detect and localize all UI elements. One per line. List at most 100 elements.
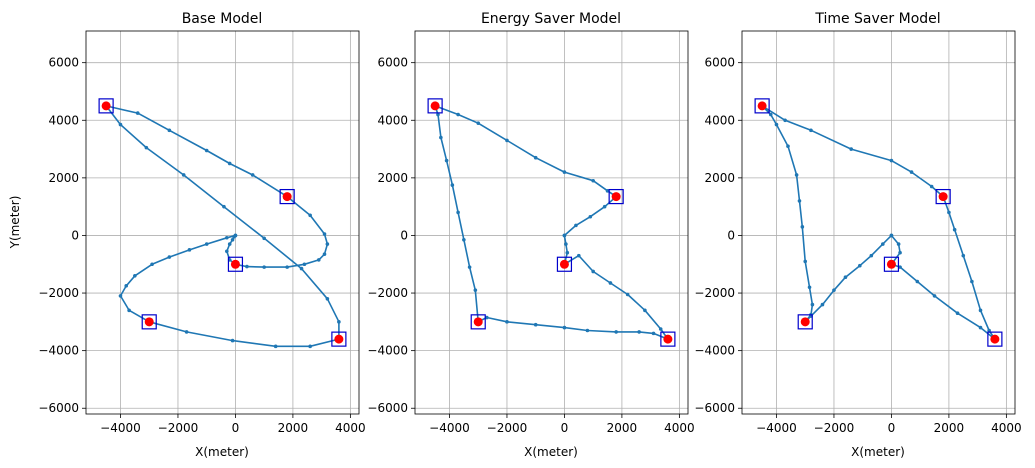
- subplot-title: Base Model: [182, 11, 263, 27]
- trajectory-point: [476, 121, 481, 125]
- waypoint-box: [754, 98, 770, 114]
- x-tick-label: 0: [888, 421, 896, 435]
- trajectory-point: [898, 265, 902, 269]
- waypoint-marker: [473, 317, 483, 327]
- trajectory-point: [602, 204, 607, 209]
- trajectory-point: [124, 284, 129, 288]
- trajectory-point: [316, 258, 321, 262]
- grid: [415, 31, 688, 414]
- x-tick-label: −4000: [429, 421, 470, 435]
- x-tick-label: −2000: [487, 421, 528, 435]
- trajectory-point: [225, 249, 229, 254]
- trajectory-point: [250, 173, 255, 177]
- y-tick-label: 4000: [48, 113, 79, 127]
- x-axis-label: X(meter): [524, 445, 578, 459]
- trajectory-point: [794, 173, 799, 177]
- waypoint-marker: [800, 317, 810, 327]
- y-tick-label: 4000: [377, 113, 408, 127]
- x-tick-label: 2000: [607, 421, 638, 435]
- trajectory-point: [947, 210, 951, 215]
- y-tick-label: 2000: [48, 171, 79, 185]
- trajectory-point: [439, 135, 443, 140]
- trajectory-point: [843, 275, 848, 280]
- trajectory-point: [786, 144, 790, 148]
- trajectory-point: [858, 263, 862, 268]
- trajectory-point: [881, 242, 885, 246]
- trajectory-point: [222, 204, 226, 209]
- waypoint-marker: [663, 334, 673, 344]
- waypoint-box: [883, 256, 900, 272]
- trajectory-point: [591, 178, 595, 183]
- trajectory-point: [181, 173, 186, 177]
- subplot-title: Time Saver Model: [814, 11, 940, 27]
- trajectory-point: [643, 308, 647, 313]
- grid: [86, 31, 359, 414]
- trajectory-point: [436, 112, 440, 117]
- waypoint-marker: [757, 101, 767, 111]
- subplot-time-saver-model: Time Saver Model X(meter) −4000 −2000 0 200…: [694, 11, 1021, 459]
- trajectory-point: [915, 279, 920, 284]
- trajectory-point: [577, 253, 581, 258]
- trajectory-point: [929, 184, 934, 189]
- trajectory-point: [564, 242, 568, 246]
- trajectory-point: [987, 328, 991, 333]
- trajectory-point: [227, 242, 232, 246]
- ticks: −4000 −2000 0 2000 4000 −6000 −4000 −2000 0 2000 4…: [38, 56, 365, 435]
- trajectory-point: [473, 288, 478, 292]
- trajectory-point: [133, 273, 137, 278]
- trajectory-point: [768, 112, 773, 117]
- trajectory-point: [961, 253, 966, 258]
- trajectory-point: [955, 311, 960, 316]
- trajectory-point: [204, 242, 209, 246]
- y-tick-label: −4000: [694, 344, 735, 358]
- trajectory-point: [585, 328, 590, 333]
- trajectory-point: [485, 315, 489, 320]
- y-tick-label: 2000: [377, 171, 408, 185]
- trajectory-point: [810, 302, 815, 307]
- x-tick-label: 4000: [991, 421, 1022, 435]
- waypoint-box: [227, 256, 244, 272]
- trajectory-point: [809, 128, 813, 133]
- waypoint-box: [556, 256, 573, 272]
- trajectory-point: [797, 199, 802, 203]
- y-tick-label: −4000: [367, 344, 408, 358]
- y-tick-label: −2000: [367, 286, 408, 300]
- trajectory-point: [233, 233, 238, 238]
- waypoints: [427, 98, 676, 347]
- trajectory-point: [533, 322, 538, 327]
- trajectory-point: [591, 269, 595, 274]
- trajectory-point: [970, 279, 974, 284]
- trajectory-point: [637, 330, 641, 334]
- y-tick-label: −6000: [694, 401, 735, 415]
- subplot-base-model: Base Model X(meter) Y(meter) −4000 −2000 0…: [8, 11, 366, 459]
- ticks: −4000 −2000 0 2000 4000 −6000 −4000 −2000 0 2000 4…: [694, 56, 1021, 435]
- trajectory-point: [651, 331, 656, 336]
- plot-frame: [85, 30, 360, 415]
- y-tick-label: −6000: [38, 401, 79, 415]
- subplot-energy-saver-model: Energy Saver Model X(meter) −4000 −2000 0 2…: [367, 11, 694, 459]
- trajectory-point: [322, 232, 327, 236]
- y-tick-label: 0: [727, 228, 735, 242]
- trajectory-point: [135, 111, 140, 115]
- waypoint-box: [660, 331, 676, 347]
- trajectory-point: [832, 288, 836, 292]
- trajectory-point: [308, 344, 312, 349]
- grid: [742, 31, 1015, 414]
- trajectory-point: [262, 265, 266, 269]
- subplot-title: Energy Saver Model: [481, 11, 621, 27]
- trajectory-point: [889, 233, 894, 238]
- y-tick-label: 2000: [704, 171, 735, 185]
- waypoint-box: [608, 188, 624, 205]
- plot-frame: [741, 30, 1016, 415]
- trajectory-point: [588, 214, 593, 219]
- trajectory-point: [167, 255, 172, 259]
- trajectory-point: [820, 302, 825, 307]
- trajectory-point: [273, 344, 278, 349]
- trajectory-point: [898, 250, 902, 255]
- y-tick-label: −4000: [38, 344, 79, 358]
- trajectory-point: [565, 250, 570, 255]
- trajectory-point: [505, 320, 509, 324]
- y-tick-label: 6000: [704, 56, 735, 70]
- trajectory-point: [322, 252, 327, 256]
- trajectory-point: [574, 223, 578, 228]
